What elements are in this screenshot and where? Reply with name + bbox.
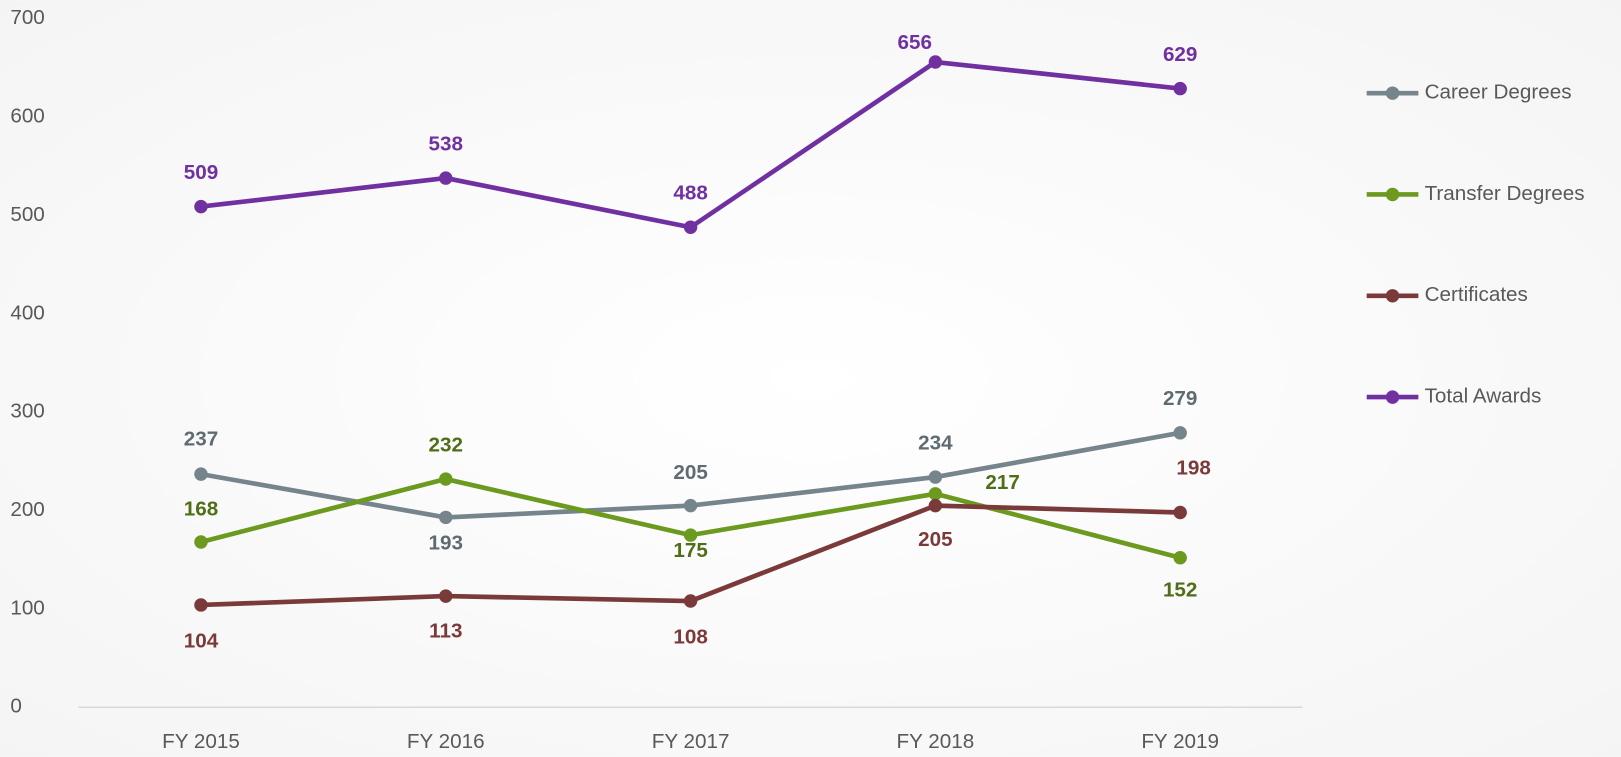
point — [683, 498, 698, 513]
point — [683, 594, 698, 608]
data-label: 168 — [184, 497, 218, 520]
data-label: 193 — [429, 532, 463, 555]
x-tick-label: FY 2015 — [162, 730, 240, 753]
data-label: 205 — [673, 461, 707, 484]
x-tick-label: FY 2018 — [897, 730, 975, 753]
y-tick-label: 400 — [10, 301, 44, 324]
data-label: 175 — [673, 539, 707, 562]
y-tick-label: 700 — [10, 6, 44, 29]
legend-label: Certificates — [1425, 283, 1528, 306]
point — [1173, 81, 1187, 96]
x-tick-label: FY 2017 — [652, 730, 730, 753]
point — [1173, 426, 1187, 440]
legend-label: Total Awards — [1425, 385, 1542, 408]
data-label: 234 — [918, 431, 953, 454]
point — [194, 535, 208, 549]
data-label: 488 — [673, 182, 707, 205]
y-tick-label: 0 — [10, 695, 21, 718]
legend-label: Transfer Degrees — [1425, 182, 1585, 205]
legend-marker — [1385, 86, 1400, 100]
data-label: 232 — [429, 433, 463, 456]
y-tick-label: 200 — [10, 498, 44, 521]
data-label: 205 — [918, 528, 952, 551]
point — [928, 55, 943, 69]
point — [439, 472, 453, 486]
data-label: 538 — [429, 132, 463, 155]
point — [194, 598, 208, 612]
data-label: 509 — [184, 161, 218, 184]
y-tick-label: 300 — [10, 400, 44, 423]
data-label: 113 — [429, 620, 462, 643]
point — [683, 220, 698, 234]
data-label: 152 — [1163, 578, 1197, 601]
legend-label: Career Degrees — [1425, 81, 1572, 104]
data-label: 108 — [673, 626, 707, 649]
point — [928, 470, 943, 484]
point — [928, 487, 943, 501]
legend-marker — [1385, 187, 1400, 202]
data-label: 237 — [184, 427, 218, 450]
point — [194, 199, 208, 214]
data-label: 104 — [184, 630, 219, 653]
point — [439, 510, 453, 525]
point — [1173, 505, 1187, 520]
y-tick-label: 600 — [10, 105, 44, 128]
point — [928, 498, 943, 513]
data-label: 198 — [1176, 457, 1210, 480]
point — [439, 171, 453, 185]
y-tick-label: 500 — [10, 203, 44, 226]
x-tick-label: FY 2016 — [407, 730, 485, 753]
y-tick-label: 100 — [10, 596, 44, 619]
data-label: 656 — [897, 31, 931, 54]
legend-marker — [1385, 390, 1400, 404]
data-label: 217 — [985, 471, 1019, 494]
point — [1173, 551, 1187, 565]
data-label: 279 — [1163, 387, 1197, 410]
x-tick-label: FY 2019 — [1141, 730, 1219, 753]
legend-marker — [1385, 289, 1400, 303]
point — [194, 467, 208, 481]
data-label: 629 — [1163, 43, 1197, 66]
point — [683, 528, 698, 542]
point — [439, 589, 453, 603]
